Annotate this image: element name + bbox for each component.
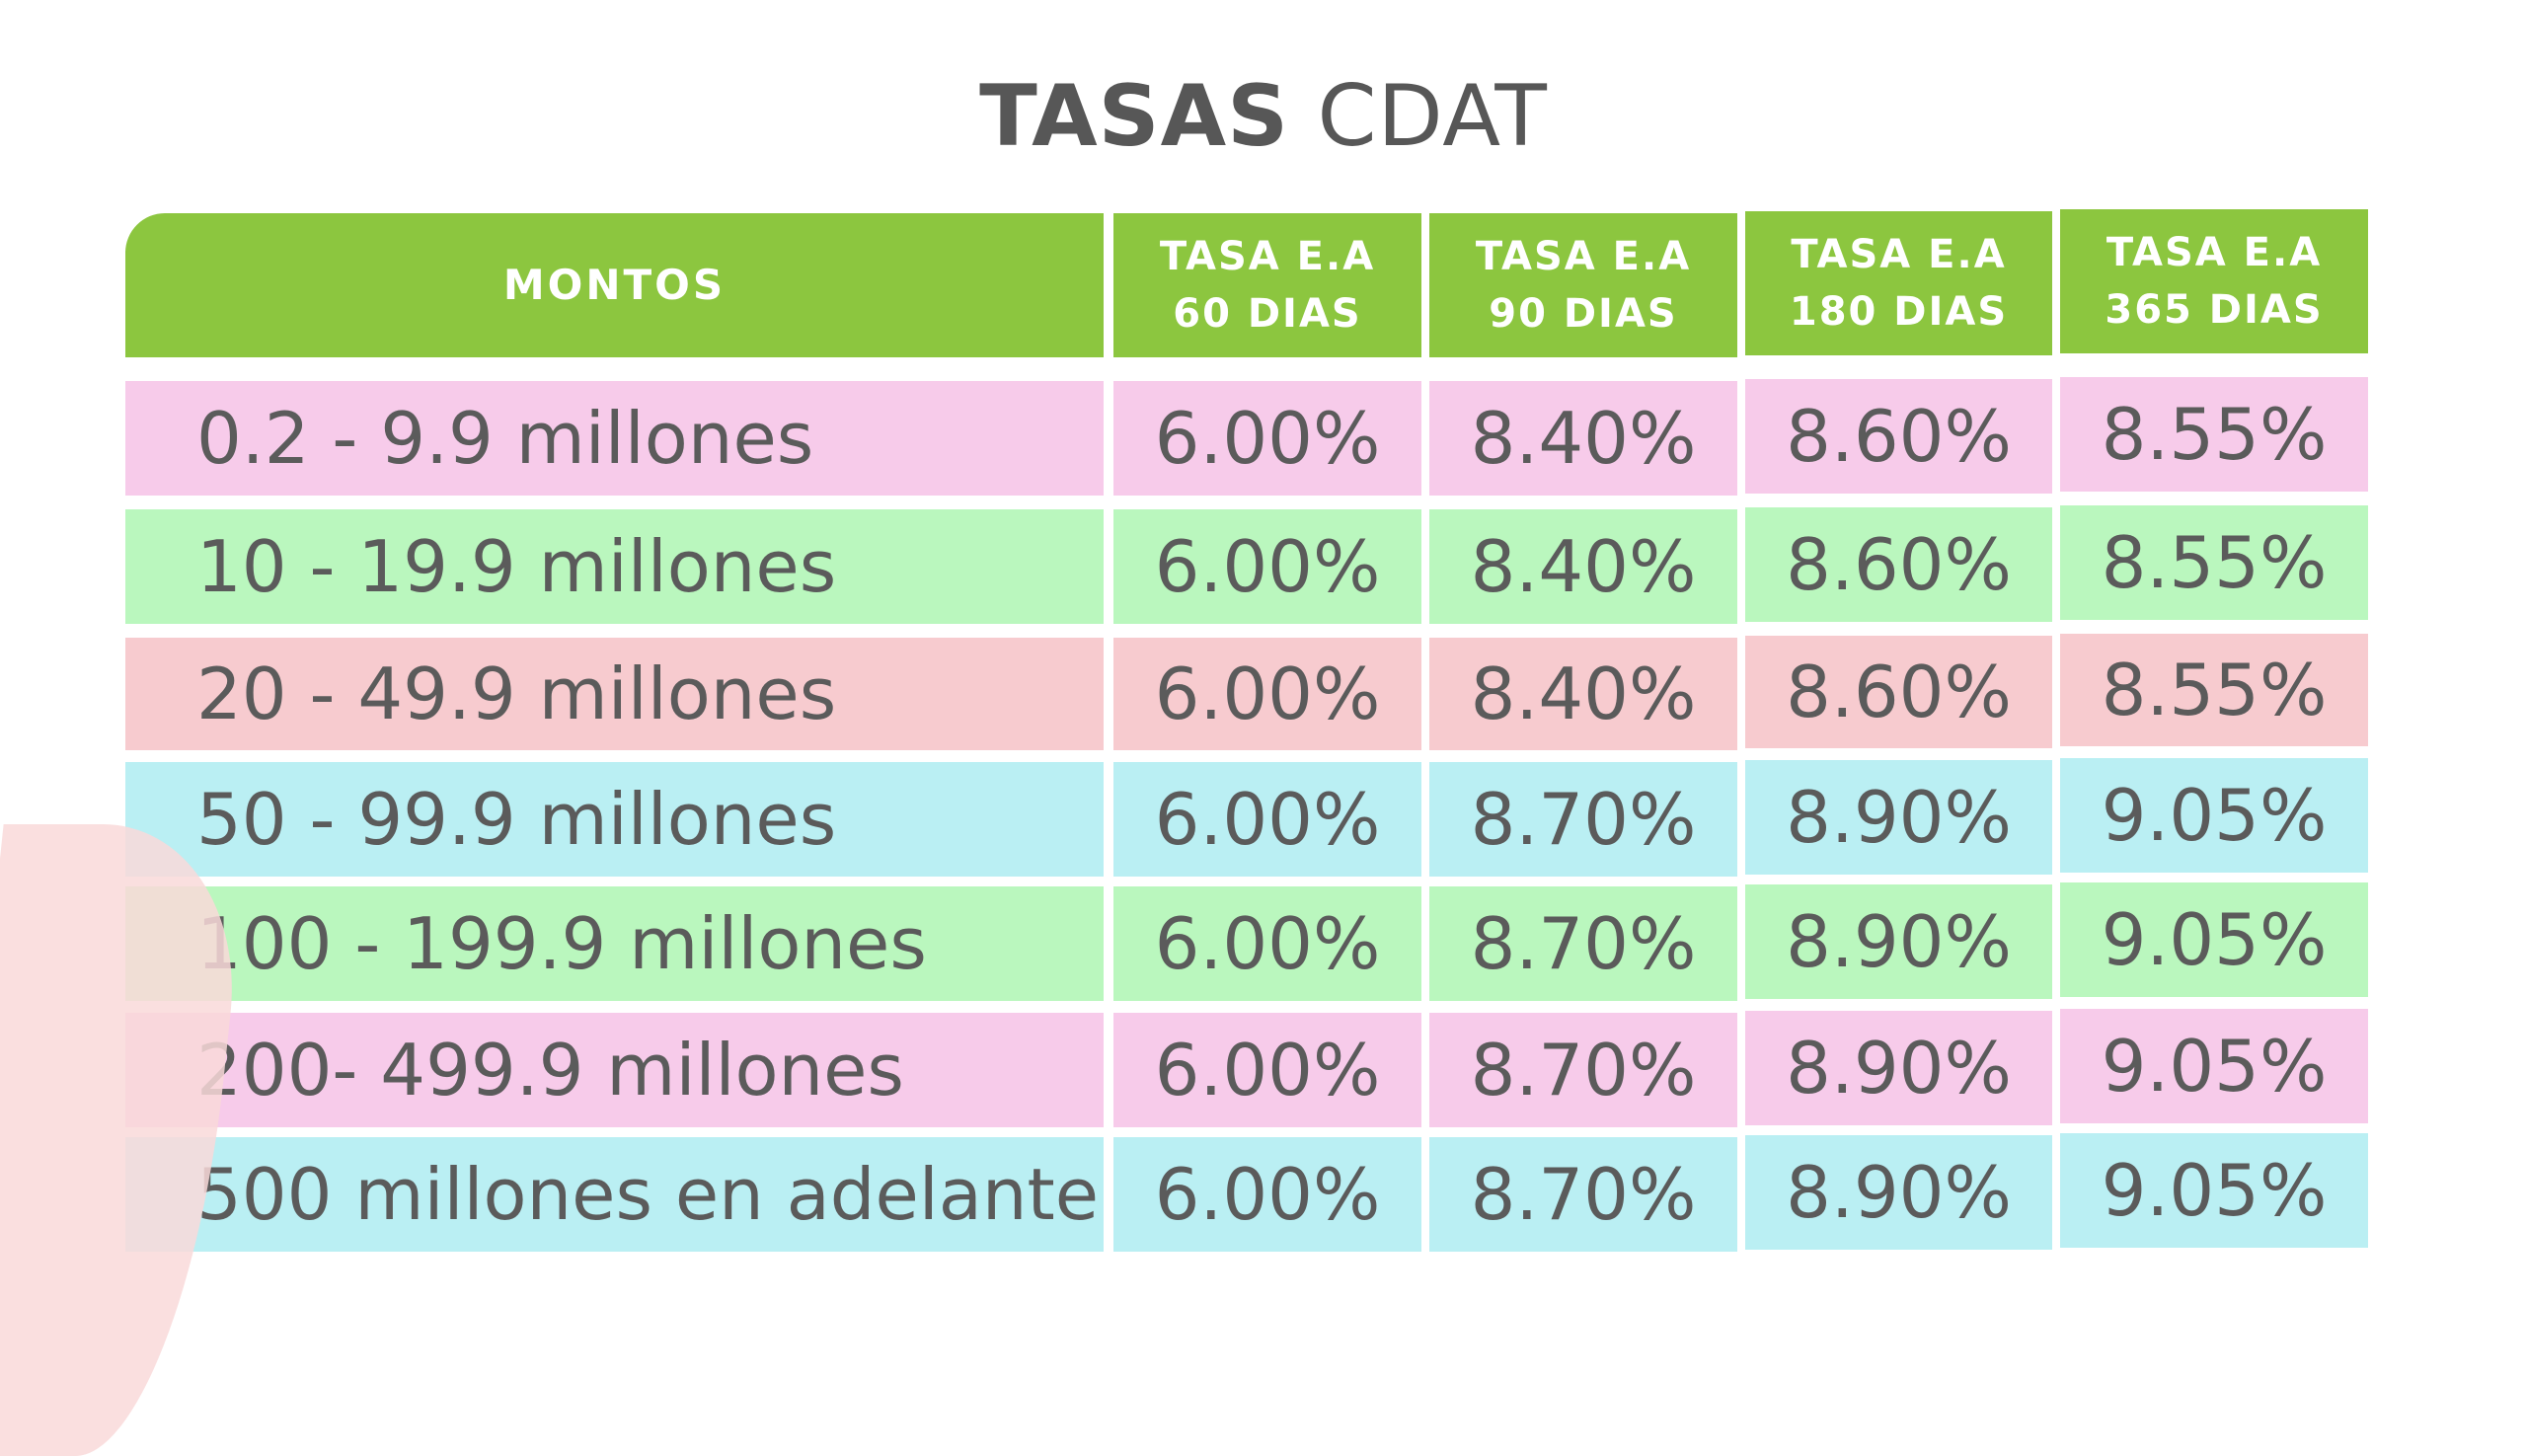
header-col-365: TASA E.A 365 DIAS [2060,209,2368,353]
rate-text: 9.05% [2101,774,2328,857]
rate-text: 6.00% [1154,902,1381,985]
rate-cell: 8.90% [1745,1011,2052,1125]
header-col-180-line1: TASA E.A [1791,232,2007,277]
rate-text: 6.00% [1154,778,1381,861]
rate-text: 6.00% [1154,1153,1381,1236]
table-row-label: 20 - 49.9 millones [125,638,1104,750]
rate-text: 8.40% [1470,397,1697,480]
monto-text: 200- 499.9 millones [196,1029,904,1111]
table-row-label: 50 - 99.9 millones [125,762,1104,877]
rate-cell: 8.90% [1745,884,2052,999]
rate-text: 8.60% [1786,651,2012,733]
rate-cell: 8.55% [2060,505,2368,620]
rate-text: 9.05% [2101,1025,2328,1108]
table-row-label: 200- 499.9 millones [125,1013,1104,1127]
rate-text: 6.00% [1154,525,1381,608]
rate-cell: 8.55% [2060,377,2368,492]
header-col-90-line1: TASA E.A [1475,234,1692,279]
rate-cell: 6.00% [1113,638,1421,750]
table-row-label: 0.2 - 9.9 millones [125,381,1104,496]
rate-text: 8.90% [1786,1027,2012,1110]
header-montos: MONTOS [125,213,1104,357]
rate-text: 8.40% [1470,652,1697,735]
rate-text: 8.70% [1470,1153,1697,1236]
rate-text: 8.55% [2101,521,2328,604]
monto-text: 20 - 49.9 millones [196,652,837,735]
rate-text: 8.60% [1786,395,2012,478]
rate-cell: 8.70% [1429,1137,1737,1252]
header-col-180: TASA E.A 180 DIAS [1745,211,2052,355]
header-col-365-line2: 365 DIAS [2105,287,2324,333]
rate-cell: 6.00% [1113,762,1421,877]
rate-cell: 6.00% [1113,1013,1421,1127]
rate-text: 8.90% [1786,900,2012,983]
rate-cell: 8.60% [1745,636,2052,748]
rate-text: 6.00% [1154,1029,1381,1111]
rate-cell: 8.90% [1745,1135,2052,1250]
rate-text: 8.70% [1470,1029,1697,1111]
rate-cell: 6.00% [1113,886,1421,1001]
rate-text: 8.40% [1470,525,1697,608]
rate-cell: 8.70% [1429,1013,1737,1127]
rate-text: 6.00% [1154,397,1381,480]
rate-cell: 8.40% [1429,638,1737,750]
header-col-90: TASA E.A 90 DIAS [1429,213,1737,357]
rate-cell: 9.05% [2060,1133,2368,1248]
rate-text: 8.90% [1786,776,2012,859]
rate-text: 8.70% [1470,902,1697,985]
rate-cell: 9.05% [2060,1009,2368,1123]
rate-cell: 8.60% [1745,507,2052,622]
rate-cell: 6.00% [1113,1137,1421,1252]
title-light: CDAT [1317,67,1548,166]
rate-cell: 8.55% [2060,634,2368,746]
rate-text: 9.05% [2101,1149,2328,1232]
rate-text: 6.00% [1154,652,1381,735]
page-title: TASAS CDAT [0,67,2527,166]
header-col-90-line2: 90 DIAS [1489,291,1678,337]
rates-table: MONTOS TASA E.A 60 DIAS TASA E.A 90 DIAS… [125,209,2368,1252]
header-col-365-line1: TASA E.A [2106,230,2323,275]
rate-cell: 9.05% [2060,758,2368,873]
rate-cell: 8.90% [1745,760,2052,875]
rate-text: 8.55% [2101,393,2328,476]
header-col-60-line1: TASA E.A [1159,234,1376,279]
monto-text: 0.2 - 9.9 millones [196,397,814,480]
header-col-60: TASA E.A 60 DIAS [1113,213,1421,357]
header-montos-label: MONTOS [502,261,727,309]
rate-text: 8.60% [1786,523,2012,606]
monto-text: 500 millones en adelante [196,1153,1100,1236]
rate-cell: 6.00% [1113,509,1421,624]
rate-text: 9.05% [2101,898,2328,981]
monto-text: 50 - 99.9 millones [196,778,837,861]
table-row-label: 100 - 199.9 millones [125,886,1104,1001]
rate-text: 8.90% [1786,1151,2012,1234]
rate-cell: 9.05% [2060,882,2368,997]
rate-cell: 8.70% [1429,762,1737,877]
table-row-label: 10 - 19.9 millones [125,509,1104,624]
title-bold: TASAS [979,67,1290,166]
rate-cell: 8.40% [1429,381,1737,496]
header-col-180-line2: 180 DIAS [1789,289,2009,335]
rate-cell: 8.40% [1429,509,1737,624]
table-row-label: 500 millones en adelante [125,1137,1104,1252]
rate-text: 8.70% [1470,778,1697,861]
rate-text: 8.55% [2101,649,2328,731]
rate-cell: 8.60% [1745,379,2052,494]
rate-cell: 6.00% [1113,381,1421,496]
header-col-60-line2: 60 DIAS [1173,291,1362,337]
monto-text: 10 - 19.9 millones [196,525,837,608]
monto-text: 100 - 199.9 millones [196,902,927,985]
rate-cell: 8.70% [1429,886,1737,1001]
